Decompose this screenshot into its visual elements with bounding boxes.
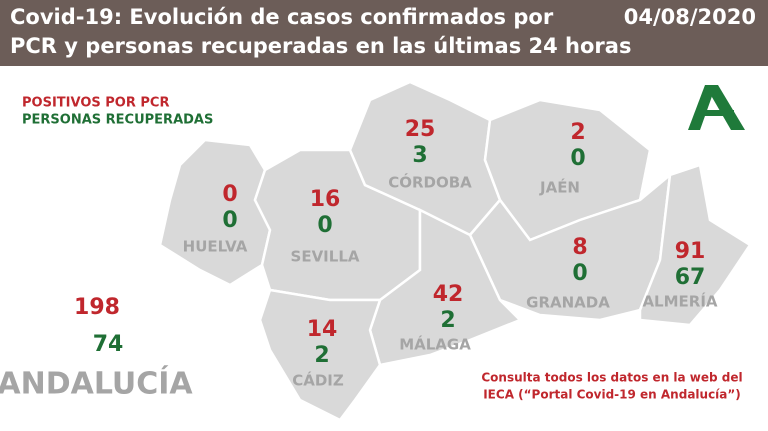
province-shape <box>158 138 272 287</box>
logo <box>688 85 745 130</box>
province-name: MÁLAGA <box>399 335 471 354</box>
positives-count: 14 <box>307 317 338 342</box>
province-shape <box>258 288 382 422</box>
recovered-count: 2 <box>314 343 329 368</box>
recovered-count: 2 <box>440 308 455 333</box>
province-name: ALMERÍA <box>642 292 717 311</box>
province-shape <box>638 163 752 327</box>
positives-count: 25 <box>405 117 436 142</box>
positives-count: 8 <box>572 235 587 260</box>
logo-stroke <box>705 85 745 130</box>
total-name: ANDALUCÍA <box>0 366 193 402</box>
positives-count: 16 <box>310 187 341 212</box>
legend-recovered: PERSONAS RECUPERADAS <box>22 113 213 128</box>
title-line: Covid-19: Evolución de casos confirmados… <box>10 5 554 29</box>
title-line: PCR y personas recuperadas en las última… <box>10 34 631 58</box>
province-name: JAÉN <box>539 178 580 197</box>
province-name: SEVILLA <box>291 248 360 266</box>
province-shape <box>468 172 672 322</box>
legend-positives: POSITIVOS POR PCR <box>22 96 169 111</box>
map <box>158 80 752 422</box>
province-name: HUELVA <box>183 238 248 256</box>
header-bar <box>0 0 768 66</box>
positives-count: 42 <box>433 282 464 307</box>
recovered-count: 0 <box>572 261 587 286</box>
recovered-count: 67 <box>675 265 706 290</box>
recovered-count: 0 <box>570 146 585 171</box>
recovered-count: 3 <box>412 143 427 168</box>
recovered-count: 0 <box>317 213 332 238</box>
total-positives: 198 <box>74 295 120 320</box>
footnote: Consulta todos los datos en la web del <box>481 371 742 385</box>
total-recovered: 74 <box>93 332 124 357</box>
positives-count: 2 <box>570 120 585 145</box>
recovered-count: 0 <box>222 208 237 233</box>
province-name: CÓRDOBA <box>388 173 472 192</box>
positives-count: 91 <box>675 239 706 264</box>
footnote: IECA (“Portal Covid-19 en Andalucía”) <box>483 388 741 402</box>
date: 04/08/2020 <box>624 5 756 29</box>
logo-bar <box>696 110 734 116</box>
positives-count: 0 <box>222 182 237 207</box>
province-name: GRANADA <box>526 294 610 312</box>
logo-stroke <box>688 85 716 130</box>
province-name: CÁDIZ <box>292 371 344 390</box>
